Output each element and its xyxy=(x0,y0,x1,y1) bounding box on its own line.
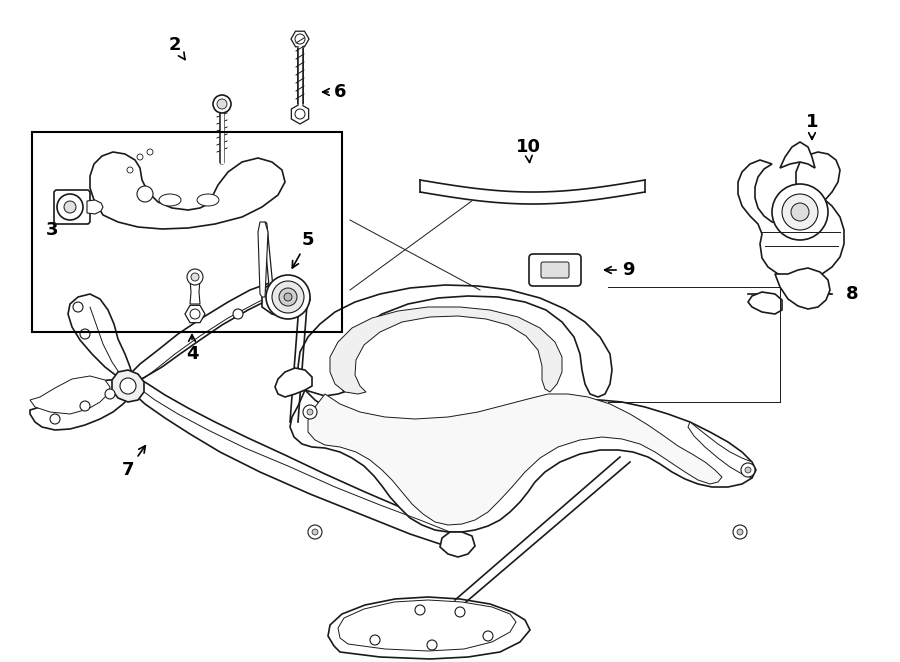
Polygon shape xyxy=(291,31,309,47)
Text: 7: 7 xyxy=(122,446,145,479)
Circle shape xyxy=(266,275,310,319)
Polygon shape xyxy=(128,280,300,384)
Circle shape xyxy=(745,467,751,473)
FancyBboxPatch shape xyxy=(541,262,569,278)
Polygon shape xyxy=(258,222,268,297)
Ellipse shape xyxy=(159,194,181,206)
Circle shape xyxy=(190,309,200,319)
Circle shape xyxy=(137,154,143,160)
Circle shape xyxy=(307,409,313,415)
Circle shape xyxy=(782,194,818,230)
Text: 3: 3 xyxy=(46,215,68,239)
Circle shape xyxy=(127,167,133,173)
Polygon shape xyxy=(290,390,756,532)
Polygon shape xyxy=(780,142,815,168)
Circle shape xyxy=(284,293,292,301)
Polygon shape xyxy=(308,394,722,525)
Polygon shape xyxy=(440,532,475,557)
Text: 8: 8 xyxy=(846,285,859,303)
FancyBboxPatch shape xyxy=(54,190,90,224)
Text: 6: 6 xyxy=(322,83,346,101)
Polygon shape xyxy=(688,422,752,478)
Text: 9: 9 xyxy=(605,261,634,279)
Polygon shape xyxy=(328,597,530,659)
Circle shape xyxy=(791,203,809,221)
Polygon shape xyxy=(87,200,103,214)
Circle shape xyxy=(733,525,747,539)
Polygon shape xyxy=(738,152,844,280)
Circle shape xyxy=(312,529,318,535)
Circle shape xyxy=(105,389,115,399)
Text: 2: 2 xyxy=(169,36,185,60)
Circle shape xyxy=(427,640,437,650)
Circle shape xyxy=(308,525,322,539)
Polygon shape xyxy=(292,104,309,124)
Circle shape xyxy=(80,401,90,411)
Polygon shape xyxy=(275,368,312,397)
Text: 4: 4 xyxy=(185,335,198,363)
Polygon shape xyxy=(90,152,285,229)
Circle shape xyxy=(772,184,828,240)
Polygon shape xyxy=(30,380,133,430)
Polygon shape xyxy=(190,279,200,304)
Circle shape xyxy=(57,194,83,220)
Polygon shape xyxy=(68,294,133,384)
Circle shape xyxy=(295,109,305,119)
Circle shape xyxy=(64,201,76,213)
Polygon shape xyxy=(130,378,458,547)
Circle shape xyxy=(191,273,199,281)
Circle shape xyxy=(741,463,755,477)
Polygon shape xyxy=(775,268,830,309)
Polygon shape xyxy=(262,278,310,317)
Text: 1: 1 xyxy=(806,113,818,140)
Circle shape xyxy=(279,288,297,306)
Polygon shape xyxy=(338,600,516,651)
Circle shape xyxy=(295,34,305,44)
Polygon shape xyxy=(185,305,205,322)
Ellipse shape xyxy=(197,194,219,206)
Polygon shape xyxy=(298,285,612,397)
Circle shape xyxy=(187,269,203,285)
Circle shape xyxy=(233,309,243,319)
Circle shape xyxy=(80,329,90,339)
Circle shape xyxy=(483,631,493,641)
Circle shape xyxy=(137,186,153,202)
Polygon shape xyxy=(748,292,782,314)
Circle shape xyxy=(737,529,743,535)
Circle shape xyxy=(455,607,465,617)
Polygon shape xyxy=(30,376,110,414)
Bar xyxy=(32,132,342,332)
Polygon shape xyxy=(330,307,562,394)
Circle shape xyxy=(120,378,136,394)
Circle shape xyxy=(50,414,60,424)
Circle shape xyxy=(213,95,231,113)
Text: 5: 5 xyxy=(292,231,314,268)
Circle shape xyxy=(73,302,83,312)
Circle shape xyxy=(217,99,227,109)
FancyBboxPatch shape xyxy=(529,254,581,286)
Circle shape xyxy=(303,405,317,419)
Circle shape xyxy=(415,605,425,615)
Text: 10: 10 xyxy=(516,138,541,162)
Circle shape xyxy=(370,635,380,645)
Circle shape xyxy=(147,149,153,155)
Circle shape xyxy=(272,281,304,313)
Polygon shape xyxy=(112,370,144,402)
Circle shape xyxy=(265,292,275,302)
